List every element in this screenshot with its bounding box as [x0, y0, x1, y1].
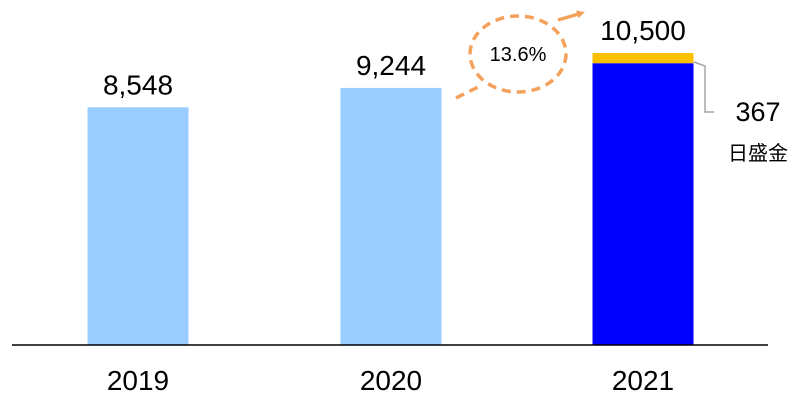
x-tick-label-2021: 2021 [612, 365, 674, 394]
growth-arrow [456, 87, 478, 98]
bar-segment-2021 [593, 53, 694, 63]
bars-layer [88, 53, 694, 345]
bar-2019 [88, 107, 189, 345]
growth-label: 13.6% [490, 44, 547, 66]
segment-name-label: 日盛金 [728, 142, 788, 165]
x-tick-label-2020: 2020 [360, 365, 422, 394]
segment-value-label: 367 [735, 97, 780, 127]
bar-2020 [341, 88, 442, 345]
value-label-2020: 9,244 [356, 50, 426, 81]
x-tick-label-2019: 2019 [107, 365, 169, 394]
value-label-2021: 10,500 [600, 15, 686, 46]
segment-leader-line [694, 62, 714, 112]
value-label-2019: 8,548 [103, 69, 173, 100]
segment-annotation: 367 日盛金 [694, 62, 788, 165]
bar-2021 [593, 63, 694, 345]
growth-arrow-head [558, 13, 582, 20]
growth-annotation: 13.6% [456, 13, 582, 98]
